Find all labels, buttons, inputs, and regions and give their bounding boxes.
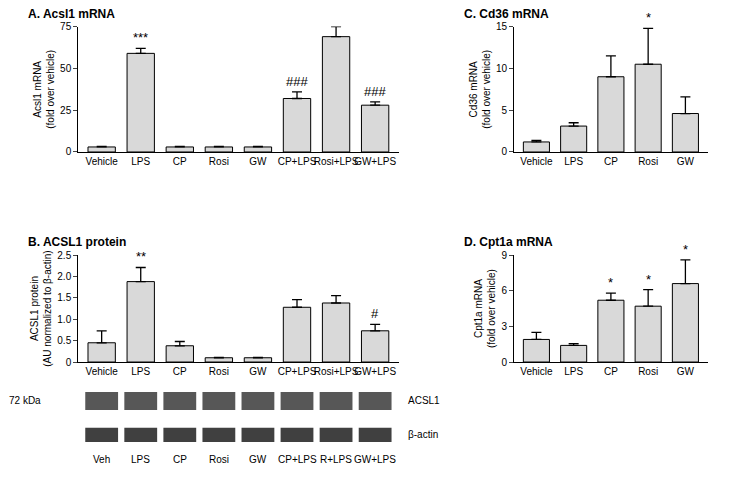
svg-text:10: 10 bbox=[496, 63, 508, 74]
svg-text:1.0: 1.0 bbox=[57, 314, 71, 325]
svg-text:GW: GW bbox=[249, 156, 267, 167]
svg-text:GW+LPS: GW+LPS bbox=[354, 366, 396, 377]
svg-text:9: 9 bbox=[501, 250, 507, 261]
svg-text:A. Acsl1 mRNA: A. Acsl1 mRNA bbox=[28, 7, 115, 21]
svg-text:CP: CP bbox=[604, 366, 618, 377]
svg-text:ACSL1 protein(AU normalized to: ACSL1 protein(AU normalized to β-actin) bbox=[29, 250, 53, 366]
svg-text:75: 75 bbox=[60, 21, 72, 32]
svg-text:R+LPS: R+LPS bbox=[320, 454, 352, 465]
svg-text:Rosi: Rosi bbox=[638, 366, 658, 377]
svg-text:Vehicle: Vehicle bbox=[86, 156, 119, 167]
svg-text:Rosi+LPS: Rosi+LPS bbox=[314, 366, 359, 377]
svg-text:Rosi: Rosi bbox=[209, 366, 229, 377]
svg-text:1.5: 1.5 bbox=[57, 292, 71, 303]
svg-text:CP: CP bbox=[173, 454, 187, 465]
svg-text:50: 50 bbox=[60, 63, 72, 74]
svg-text:Acsl1 mRNA(fold over vehicle): Acsl1 mRNA(fold over vehicle) bbox=[32, 50, 56, 129]
svg-text:Vehicle: Vehicle bbox=[520, 156, 553, 167]
svg-text:GW+LPS: GW+LPS bbox=[354, 454, 396, 465]
svg-text:GW: GW bbox=[677, 366, 695, 377]
svg-text:#: # bbox=[371, 306, 379, 321]
svg-text:CP+LPS: CP+LPS bbox=[278, 454, 317, 465]
svg-text:Vehicle: Vehicle bbox=[520, 366, 553, 377]
svg-text:*: * bbox=[646, 272, 651, 287]
svg-text:LPS: LPS bbox=[564, 366, 583, 377]
svg-text:ACSL1: ACSL1 bbox=[408, 395, 440, 406]
svg-text:0: 0 bbox=[501, 357, 507, 368]
svg-text:GW: GW bbox=[249, 454, 267, 465]
svg-text:LPS: LPS bbox=[564, 156, 583, 167]
svg-text:B. ACSL1 protein: B. ACSL1 protein bbox=[28, 235, 126, 249]
svg-text:2.0: 2.0 bbox=[57, 271, 71, 282]
svg-text:25: 25 bbox=[60, 105, 72, 116]
svg-text:D. Cpt1a mRNA: D. Cpt1a mRNA bbox=[464, 235, 553, 249]
svg-text:72 kDa: 72 kDa bbox=[9, 395, 41, 406]
svg-text:LPS: LPS bbox=[131, 454, 150, 465]
svg-text:###: ### bbox=[364, 84, 386, 99]
svg-text:*: * bbox=[608, 275, 613, 290]
svg-text:CP: CP bbox=[173, 366, 187, 377]
svg-text:C. Cd36 mRNA: C. Cd36 mRNA bbox=[464, 7, 549, 21]
svg-text:Rosi+LPS: Rosi+LPS bbox=[314, 156, 359, 167]
svg-text:5: 5 bbox=[501, 105, 507, 116]
svg-text:3: 3 bbox=[501, 321, 507, 332]
svg-text:0: 0 bbox=[501, 146, 507, 157]
svg-text:GW: GW bbox=[677, 156, 695, 167]
svg-text:Rosi: Rosi bbox=[209, 454, 229, 465]
svg-text:LPS: LPS bbox=[131, 366, 150, 377]
svg-text:0: 0 bbox=[66, 357, 72, 368]
svg-text:CP+LPS: CP+LPS bbox=[278, 156, 317, 167]
svg-text:GW: GW bbox=[249, 366, 267, 377]
svg-text:Veh: Veh bbox=[93, 454, 110, 465]
svg-text:β-actin: β-actin bbox=[408, 429, 438, 440]
svg-text:6: 6 bbox=[501, 285, 507, 296]
svg-text:Cd36 mRNA(fold over vehicle): Cd36 mRNA(fold over vehicle) bbox=[468, 50, 492, 129]
svg-text:CP: CP bbox=[604, 156, 618, 167]
svg-text:*: * bbox=[683, 242, 688, 257]
svg-text:*: * bbox=[646, 10, 651, 25]
svg-text:Cpt1a mRNA(fold over vehicle): Cpt1a mRNA(fold over vehicle) bbox=[473, 269, 497, 348]
svg-text:2.5: 2.5 bbox=[57, 250, 71, 261]
svg-text:CP+LPS: CP+LPS bbox=[278, 366, 317, 377]
svg-text:CP: CP bbox=[173, 156, 187, 167]
svg-text:Vehicle: Vehicle bbox=[86, 366, 119, 377]
svg-text:0.5: 0.5 bbox=[57, 335, 71, 346]
svg-text:GW+LPS: GW+LPS bbox=[354, 156, 396, 167]
svg-text:###: ### bbox=[286, 74, 308, 89]
svg-text:Rosi: Rosi bbox=[209, 156, 229, 167]
svg-text:**: ** bbox=[136, 249, 146, 264]
svg-text:15: 15 bbox=[496, 21, 508, 32]
svg-text:0: 0 bbox=[66, 146, 72, 157]
svg-text:***: *** bbox=[133, 30, 148, 45]
svg-text:Rosi: Rosi bbox=[638, 156, 658, 167]
svg-text:LPS: LPS bbox=[131, 156, 150, 167]
